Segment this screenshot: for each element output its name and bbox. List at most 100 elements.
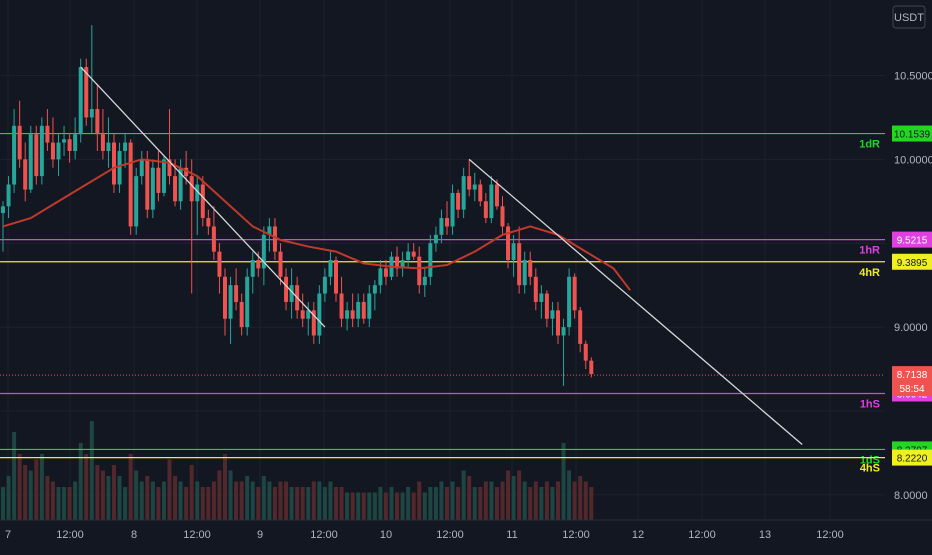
- candle-body: [100, 134, 105, 151]
- level-1hR-tag: [892, 231, 932, 248]
- candle: [112, 134, 116, 193]
- price-axis[interactable]: USDT 10.5000 10.0000 9.0000 8.0000: [886, 0, 932, 550]
- volume-bar: [89, 421, 94, 520]
- time-tick-label: 12:00: [436, 529, 464, 541]
- candle-body: [1, 206, 5, 214]
- candle-body: [433, 234, 438, 244]
- candle: [494, 179, 499, 210]
- volume-bar: [361, 492, 366, 520]
- candle-body: [300, 310, 305, 319]
- volume-bar: [250, 481, 255, 520]
- candle-body: [28, 134, 33, 190]
- candle: [467, 159, 472, 197]
- candle-body: [578, 310, 583, 344]
- time-axis[interactable]: 7 12:00 8 12:00 9 12:00 10 12:00 11 12:00 12 12:00 1…: [0, 519, 932, 541]
- candle: [250, 251, 255, 294]
- volume-bar: [223, 454, 227, 520]
- candle-body: [256, 260, 261, 269]
- volume-bar: [150, 481, 155, 520]
- candle-body: [234, 285, 239, 302]
- candle: [23, 142, 28, 202]
- volume-bar: [422, 492, 427, 520]
- last-price-tag: [892, 366, 932, 397]
- candle-body: [317, 293, 322, 336]
- candle: [511, 234, 516, 277]
- candle: [145, 150, 150, 219]
- candle: [395, 246, 400, 277]
- candle-body: [12, 125, 17, 185]
- volume-bar: [539, 487, 544, 520]
- candle-body: [62, 139, 67, 143]
- candle: [128, 139, 133, 235]
- candle-body: [23, 159, 28, 190]
- currency-box[interactable]: [892, 5, 926, 29]
- candle-body: [544, 293, 549, 319]
- volume-bar: [583, 481, 588, 520]
- candle-body: [217, 251, 222, 277]
- candle-body: [78, 67, 83, 135]
- candle-body: [206, 218, 211, 227]
- candle: [84, 58, 89, 126]
- volume-bar: [489, 481, 494, 520]
- volume-bar: [261, 476, 266, 520]
- candle-body: [272, 226, 277, 252]
- candle-body: [567, 276, 572, 328]
- candle: [289, 268, 294, 319]
- volume-bar: [12, 432, 17, 520]
- volume-bar: [533, 481, 538, 520]
- candle: [433, 226, 438, 252]
- volume-bar: [395, 492, 400, 520]
- volume-bar: [417, 481, 422, 520]
- candle-body: [428, 243, 433, 277]
- volume-bar: [272, 487, 277, 520]
- volume-bar: [161, 481, 166, 520]
- candle-body: [189, 176, 194, 202]
- volume-bar: [506, 470, 511, 520]
- volume-bar: [472, 487, 477, 520]
- volume-bar: [522, 481, 527, 520]
- candle: [589, 357, 594, 378]
- candle-body: [6, 184, 11, 207]
- candle-body: [456, 192, 461, 210]
- candle: [500, 196, 505, 235]
- candle-body: [84, 67, 89, 118]
- candle-body: [550, 310, 555, 319]
- candle-body: [134, 176, 139, 227]
- candle: [206, 209, 211, 235]
- candle: [322, 268, 327, 302]
- candle-body: [367, 293, 372, 319]
- candle-body: [289, 285, 294, 302]
- candle-body: [439, 218, 444, 235]
- candle-body: [406, 251, 411, 260]
- candle-body: [522, 260, 527, 286]
- volume-bar: [378, 487, 383, 520]
- candle-body: [167, 159, 172, 177]
- candle: [17, 100, 22, 168]
- candle: [406, 243, 411, 269]
- candle: [6, 176, 11, 219]
- volume-bar: [411, 492, 416, 520]
- volume-bar: [39, 454, 44, 520]
- time-tick-label: 9: [257, 529, 263, 541]
- candle: [150, 159, 155, 219]
- candle: [12, 109, 17, 193]
- candle: [439, 209, 444, 244]
- candle-body: [261, 234, 266, 269]
- volume-bar: [289, 487, 294, 520]
- candle: [334, 256, 338, 302]
- volume-bar: [256, 487, 261, 520]
- candle: [278, 243, 283, 286]
- candle-body: [383, 268, 388, 277]
- candle: [533, 268, 538, 311]
- candle-body: [478, 184, 483, 202]
- candle: [456, 189, 461, 219]
- candle-body: [589, 360, 594, 375]
- candle: [100, 109, 105, 160]
- candle-body: [284, 276, 289, 302]
- volume-bar: [284, 481, 289, 520]
- moving-average: [2, 158, 631, 291]
- candle-body: [378, 268, 383, 286]
